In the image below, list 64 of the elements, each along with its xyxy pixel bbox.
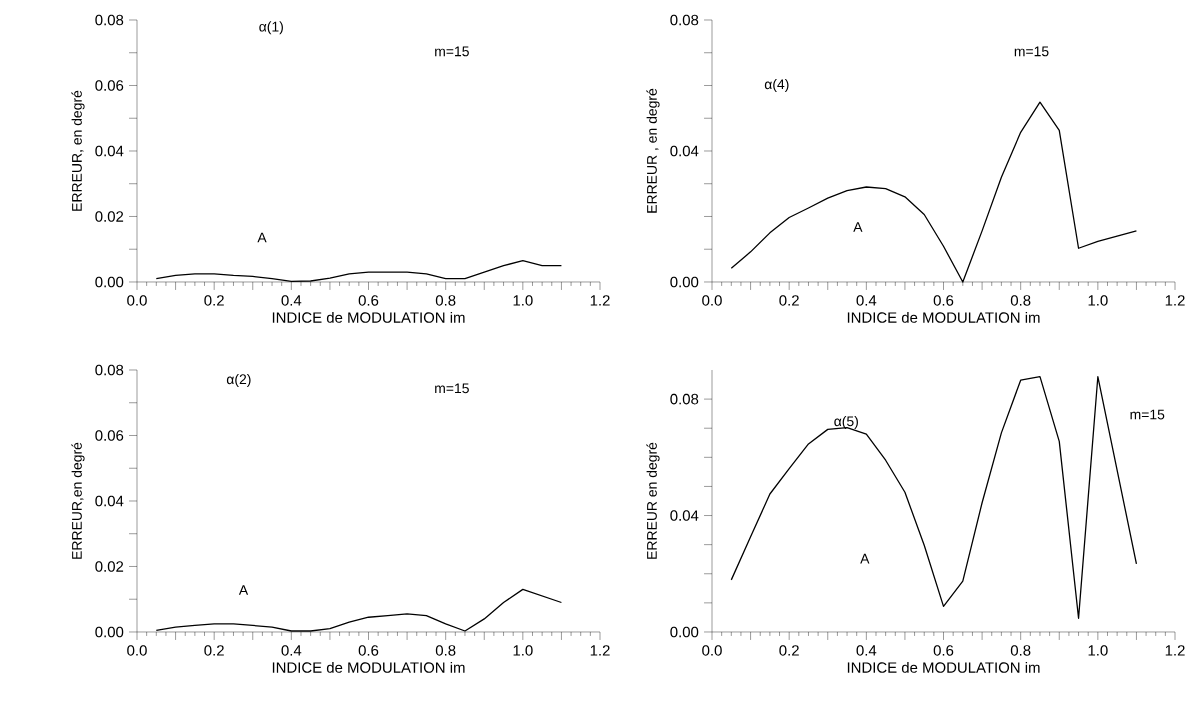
y-axis-title: ERREUR , en degré — [646, 88, 660, 213]
x-axis-title: INDICE de MODULATION im — [272, 311, 465, 323]
x-tick-label: 1.0 — [513, 645, 533, 656]
x-tick-label: 0.4 — [281, 295, 302, 306]
x-tick-label: 1.2 — [1165, 295, 1185, 306]
annotation: m=15 — [435, 383, 469, 394]
x-tick-label: 0.2 — [779, 645, 799, 656]
y-tick-label: 0.08 — [95, 364, 124, 376]
x-tick-label: 0.8 — [1010, 295, 1031, 306]
annotation: α(5) — [834, 415, 858, 429]
annotation: A — [860, 553, 870, 564]
annotation: A — [257, 232, 267, 243]
y-tick-label: 0.08 — [95, 14, 124, 26]
x-tick-label: 0.4 — [856, 645, 877, 656]
x-tick-label: 1.0 — [1088, 645, 1108, 656]
y-tick-label: 0.02 — [95, 211, 124, 222]
y-tick-label: 0.00 — [670, 276, 699, 288]
y-tick-label: 0.04 — [95, 495, 124, 507]
y-tick-label: 0.00 — [95, 626, 124, 638]
x-tick-label: 0.4 — [856, 295, 877, 306]
x-tick-label: 0.6 — [933, 295, 954, 306]
x-tick-label: 0.0 — [127, 645, 147, 656]
x-tick-label: 1.0 — [1088, 295, 1108, 306]
annotation: α(2) — [226, 373, 251, 387]
annotation: A — [853, 222, 863, 232]
x-tick-label: 0.4 — [281, 645, 302, 656]
annotation: m=15 — [1130, 409, 1165, 420]
x-tick-label: 0.8 — [1010, 645, 1031, 656]
y-tick-label: 0.00 — [95, 276, 124, 288]
y-axis-title: ERREUR, en degré — [71, 90, 85, 211]
x-tick-label: 1.2 — [1165, 645, 1185, 656]
x-tick-label: 0.0 — [702, 295, 722, 306]
y-axis-title: ERREUR en degré — [646, 442, 660, 559]
y-tick-label: 0.04 — [670, 145, 699, 157]
x-tick-label: 0.6 — [358, 295, 379, 306]
annotation: A — [238, 585, 249, 595]
x-tick-label: 0.2 — [204, 295, 224, 306]
y-tick-label: 0.06 — [95, 430, 124, 441]
annotation: m=15 — [1014, 46, 1049, 57]
y-tick-label: 0.08 — [670, 393, 699, 405]
y-tick-label: 0.04 — [95, 145, 124, 157]
y-tick-label: 0.00 — [670, 626, 699, 638]
annotation: α(4) — [764, 78, 789, 92]
x-tick-label: 1.0 — [513, 295, 533, 306]
x-tick-label: 1.2 — [590, 295, 610, 306]
y-tick-label: 0.08 — [670, 14, 699, 26]
y-tick-label: 0.02 — [95, 561, 124, 572]
x-tick-label: 1.2 — [590, 645, 610, 656]
x-tick-label: 0.6 — [358, 645, 379, 656]
y-tick-label: 0.06 — [95, 80, 124, 91]
x-tick-label: 0.6 — [933, 645, 954, 656]
annotation: m=15 — [435, 46, 469, 57]
x-tick-label: 0.0 — [127, 295, 147, 306]
x-tick-label: 0.2 — [204, 645, 224, 656]
x-tick-label: 0.2 — [779, 295, 799, 306]
annotation: α(1) — [259, 21, 283, 35]
x-axis-title: INDICE de MODULATION im — [847, 311, 1040, 323]
x-axis-title: INDICE de MODULATION im — [847, 661, 1040, 673]
x-axis-title: INDICE de MODULATION im — [272, 661, 465, 673]
y-tick-label: 0.04 — [670, 510, 699, 521]
y-axis-title: ERREUR,en degré — [71, 442, 85, 559]
x-tick-label: 0.0 — [702, 645, 722, 656]
x-tick-label: 0.8 — [435, 645, 456, 656]
x-tick-label: 0.8 — [435, 295, 456, 306]
